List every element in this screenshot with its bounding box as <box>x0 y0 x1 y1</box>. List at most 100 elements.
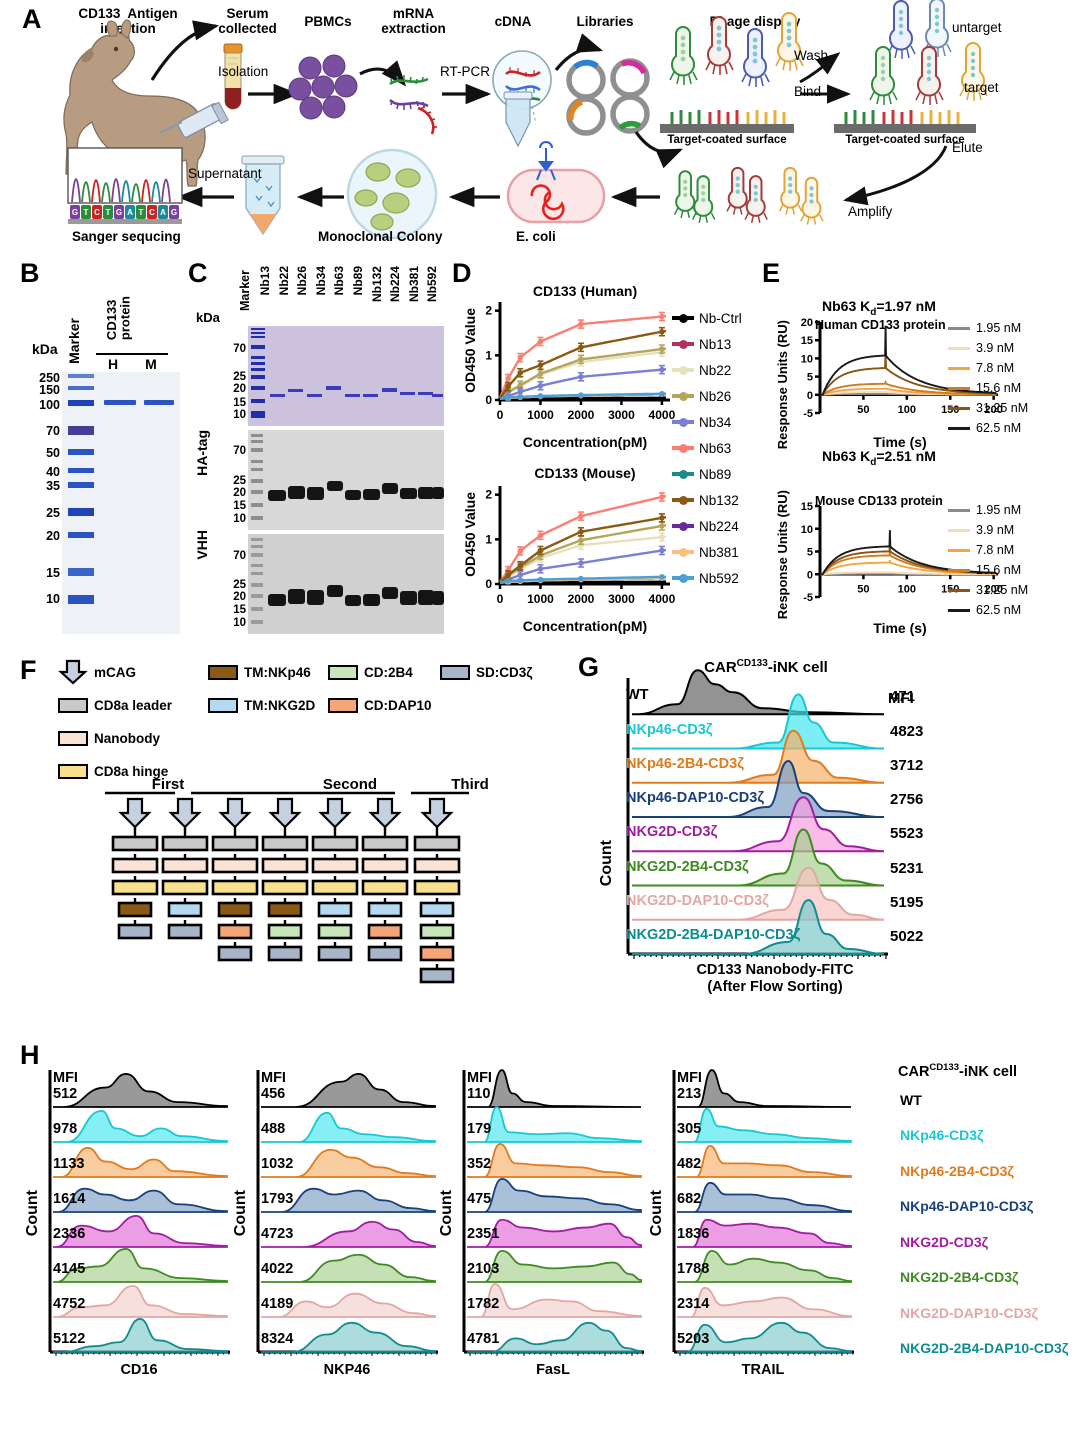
panel-h-mfi-nkp46-7: 8324 <box>261 1331 294 1347</box>
legend-label: 15.6 nM <box>976 381 1022 395</box>
panel-g-mfi-4: 5523 <box>890 825 924 843</box>
svg-text:20: 20 <box>233 383 246 395</box>
panel-d-title-mouse: CD133 (Mouse) <box>534 465 636 481</box>
construct-segment-nkg2d <box>317 901 353 918</box>
panel-h-hist-cd16-row-5 <box>53 1248 228 1283</box>
panel-g-mfi-1: 4823 <box>890 722 924 740</box>
construct-segment-nanobody <box>211 857 259 874</box>
panel-f-legend-item-tm-nkp46: TM:NKp46 <box>208 658 315 686</box>
construct-segment-hinge <box>111 879 159 896</box>
panel-e-title-human: Nb63 Kd=1.97 nM <box>822 298 936 318</box>
panel-h-mfi-trail-7: 5203 <box>677 1331 710 1347</box>
legend-line-swatch <box>672 339 694 349</box>
panel-h-hist-cd16-row-6 <box>53 1284 228 1318</box>
panel-f-legend-item-cd8a-hinge: CD8a hinge <box>58 757 172 785</box>
panel-f-legend-col2: TM:NKp46 TM:NKG2D <box>208 658 315 724</box>
legend-line-swatch <box>948 608 970 612</box>
panel-f-construct-3 <box>211 797 259 962</box>
panel-h-series-label-7: NKG2D-2B4-DAP10-CD3ζ <box>900 1340 1069 1356</box>
construct-segment-hinge <box>211 879 259 896</box>
label-ecoli: E. coli <box>516 229 556 244</box>
svg-text:25: 25 <box>46 506 60 520</box>
panel-g-ylabel: Count <box>598 840 615 887</box>
panel-g-row-label-4: NKG2D-CD3ζ <box>626 824 718 841</box>
legend-label: 31.25 nM <box>976 401 1029 415</box>
legend-label: Nanobody <box>94 730 160 746</box>
arrow-label-isolation: Isolation <box>218 64 269 79</box>
legend-label: 1.95 nM <box>976 321 1022 335</box>
construct-segment-cd3z <box>117 923 153 940</box>
construct-segment-hinge <box>161 879 209 896</box>
svg-text:4000: 4000 <box>649 592 676 606</box>
panel-h-chart-trail <box>672 1069 854 1356</box>
svg-text:G: G <box>116 208 122 217</box>
construct-segment-leader <box>361 835 409 852</box>
arrow-label-elute: Elute <box>952 140 983 155</box>
panel-h-hist-fasl-row-6 <box>467 1283 642 1318</box>
svg-text:0: 0 <box>807 569 813 581</box>
legend-label: 3.9 nM <box>976 341 1015 355</box>
legend-label: 31.25 nM <box>976 583 1029 597</box>
panel-g-row-label-5: NKG2D-2B4-CD3ζ <box>626 858 749 875</box>
legend-label: 1.95 nM <box>976 503 1022 517</box>
svg-text:100: 100 <box>898 583 916 595</box>
legend-label: CD8a leader <box>94 697 173 713</box>
panel-h-subplot-cd16: 512 978 1133 1614 2336 4145 4752 5122 MFI CD16 <box>44 1068 234 1388</box>
panel-f-construct-7 <box>413 797 461 984</box>
svg-text:15: 15 <box>801 501 813 513</box>
panel-h-mfi-header-trail: MFI <box>677 1070 702 1086</box>
legend-line-swatch <box>948 548 970 552</box>
svg-text:70: 70 <box>233 343 246 355</box>
legend-label: Nb224 <box>699 518 739 534</box>
legend-label: 62.5 nM <box>976 603 1022 617</box>
panel-d-xlabel-human: Concentration(pM) <box>522 434 648 450</box>
panel-h-mfi-nkp46-1: 488 <box>261 1121 286 1137</box>
panel-d-legend: Nb-Ctrl Nb13 Nb22 Nb26 Nb34 Nb63 Nb89 Nb132 Nb22… <box>672 305 742 591</box>
panel-h-series-label-3: NKp46-DAP10-CD3ζ <box>900 1198 1034 1214</box>
construct-segment-nkg2d <box>419 901 455 918</box>
legend-label: Nb381 <box>699 544 739 560</box>
svg-text:C: C <box>149 208 155 217</box>
panel-h-hist-nkp46-row-5 <box>261 1253 436 1283</box>
panel-f-construct-4 <box>261 797 309 962</box>
panel-h-mfi-nkp46-2: 1032 <box>261 1156 294 1172</box>
svg-text:1: 1 <box>485 532 492 546</box>
panel-h-mfi-fasl-5: 2103 <box>467 1261 500 1277</box>
panel-g-hist-row-6 <box>632 866 885 921</box>
svg-text:15: 15 <box>801 335 813 347</box>
panel-f-legend-item-cd8a-leader: CD8a leader <box>58 691 172 719</box>
legend-line-swatch <box>948 426 970 430</box>
svg-text:35: 35 <box>46 479 60 493</box>
panel-h-hist-fasl-row-5 <box>467 1249 642 1283</box>
svg-text:-5: -5 <box>803 408 813 420</box>
panel-e-xlabel-mouse: Time (s) <box>873 620 927 636</box>
legend-label: CD:2B4 <box>364 664 413 680</box>
panel-h-mfi-fasl-0: 110 <box>467 1086 491 1102</box>
legend-line-swatch <box>948 588 970 592</box>
panel-h-mfi-trail-3: 682 <box>677 1191 702 1207</box>
panel-d-legend-item-nb224: Nb224 <box>672 513 742 539</box>
construct-segment-cd3z <box>367 945 403 962</box>
svg-text:250: 250 <box>39 371 60 385</box>
construct-segment-nanobody <box>261 857 309 874</box>
panel-label-e: E <box>762 258 781 288</box>
panel-e-legend-item-mouse-39nM: 3.9 nM <box>948 520 1028 540</box>
panel-e-legend-item-human-3125nM: 31.25 nM <box>948 398 1028 418</box>
svg-text:C: C <box>94 208 100 217</box>
panel-f-legend-item-cd-2b4: CD:2B4 <box>328 658 432 686</box>
panel-label-a: A <box>22 4 42 34</box>
legend-label: TM:NKG2D <box>244 697 316 713</box>
panel-h-xlabel-cd16: CD16 <box>120 1362 158 1378</box>
panel-h-hist-trail-row-3 <box>677 1181 852 1213</box>
panel-g-row-label-1: NKp46-CD3ζ <box>626 721 713 738</box>
panel-h-hist-trail-row-7 <box>677 1321 852 1353</box>
construct-segment-nkp46 <box>267 901 303 918</box>
panel-h-hist-cd16-row-4 <box>53 1214 228 1248</box>
legend-swatch <box>58 763 88 779</box>
panel-g-hist-row-5 <box>632 828 885 887</box>
panel-h-hist-cd16-row-1 <box>53 1109 228 1143</box>
panel-h-hist-nkp46-row-7 <box>261 1321 436 1353</box>
svg-text:150: 150 <box>39 383 60 397</box>
panel-e-legend-item-human-78nM: 7.8 nM <box>948 358 1028 378</box>
